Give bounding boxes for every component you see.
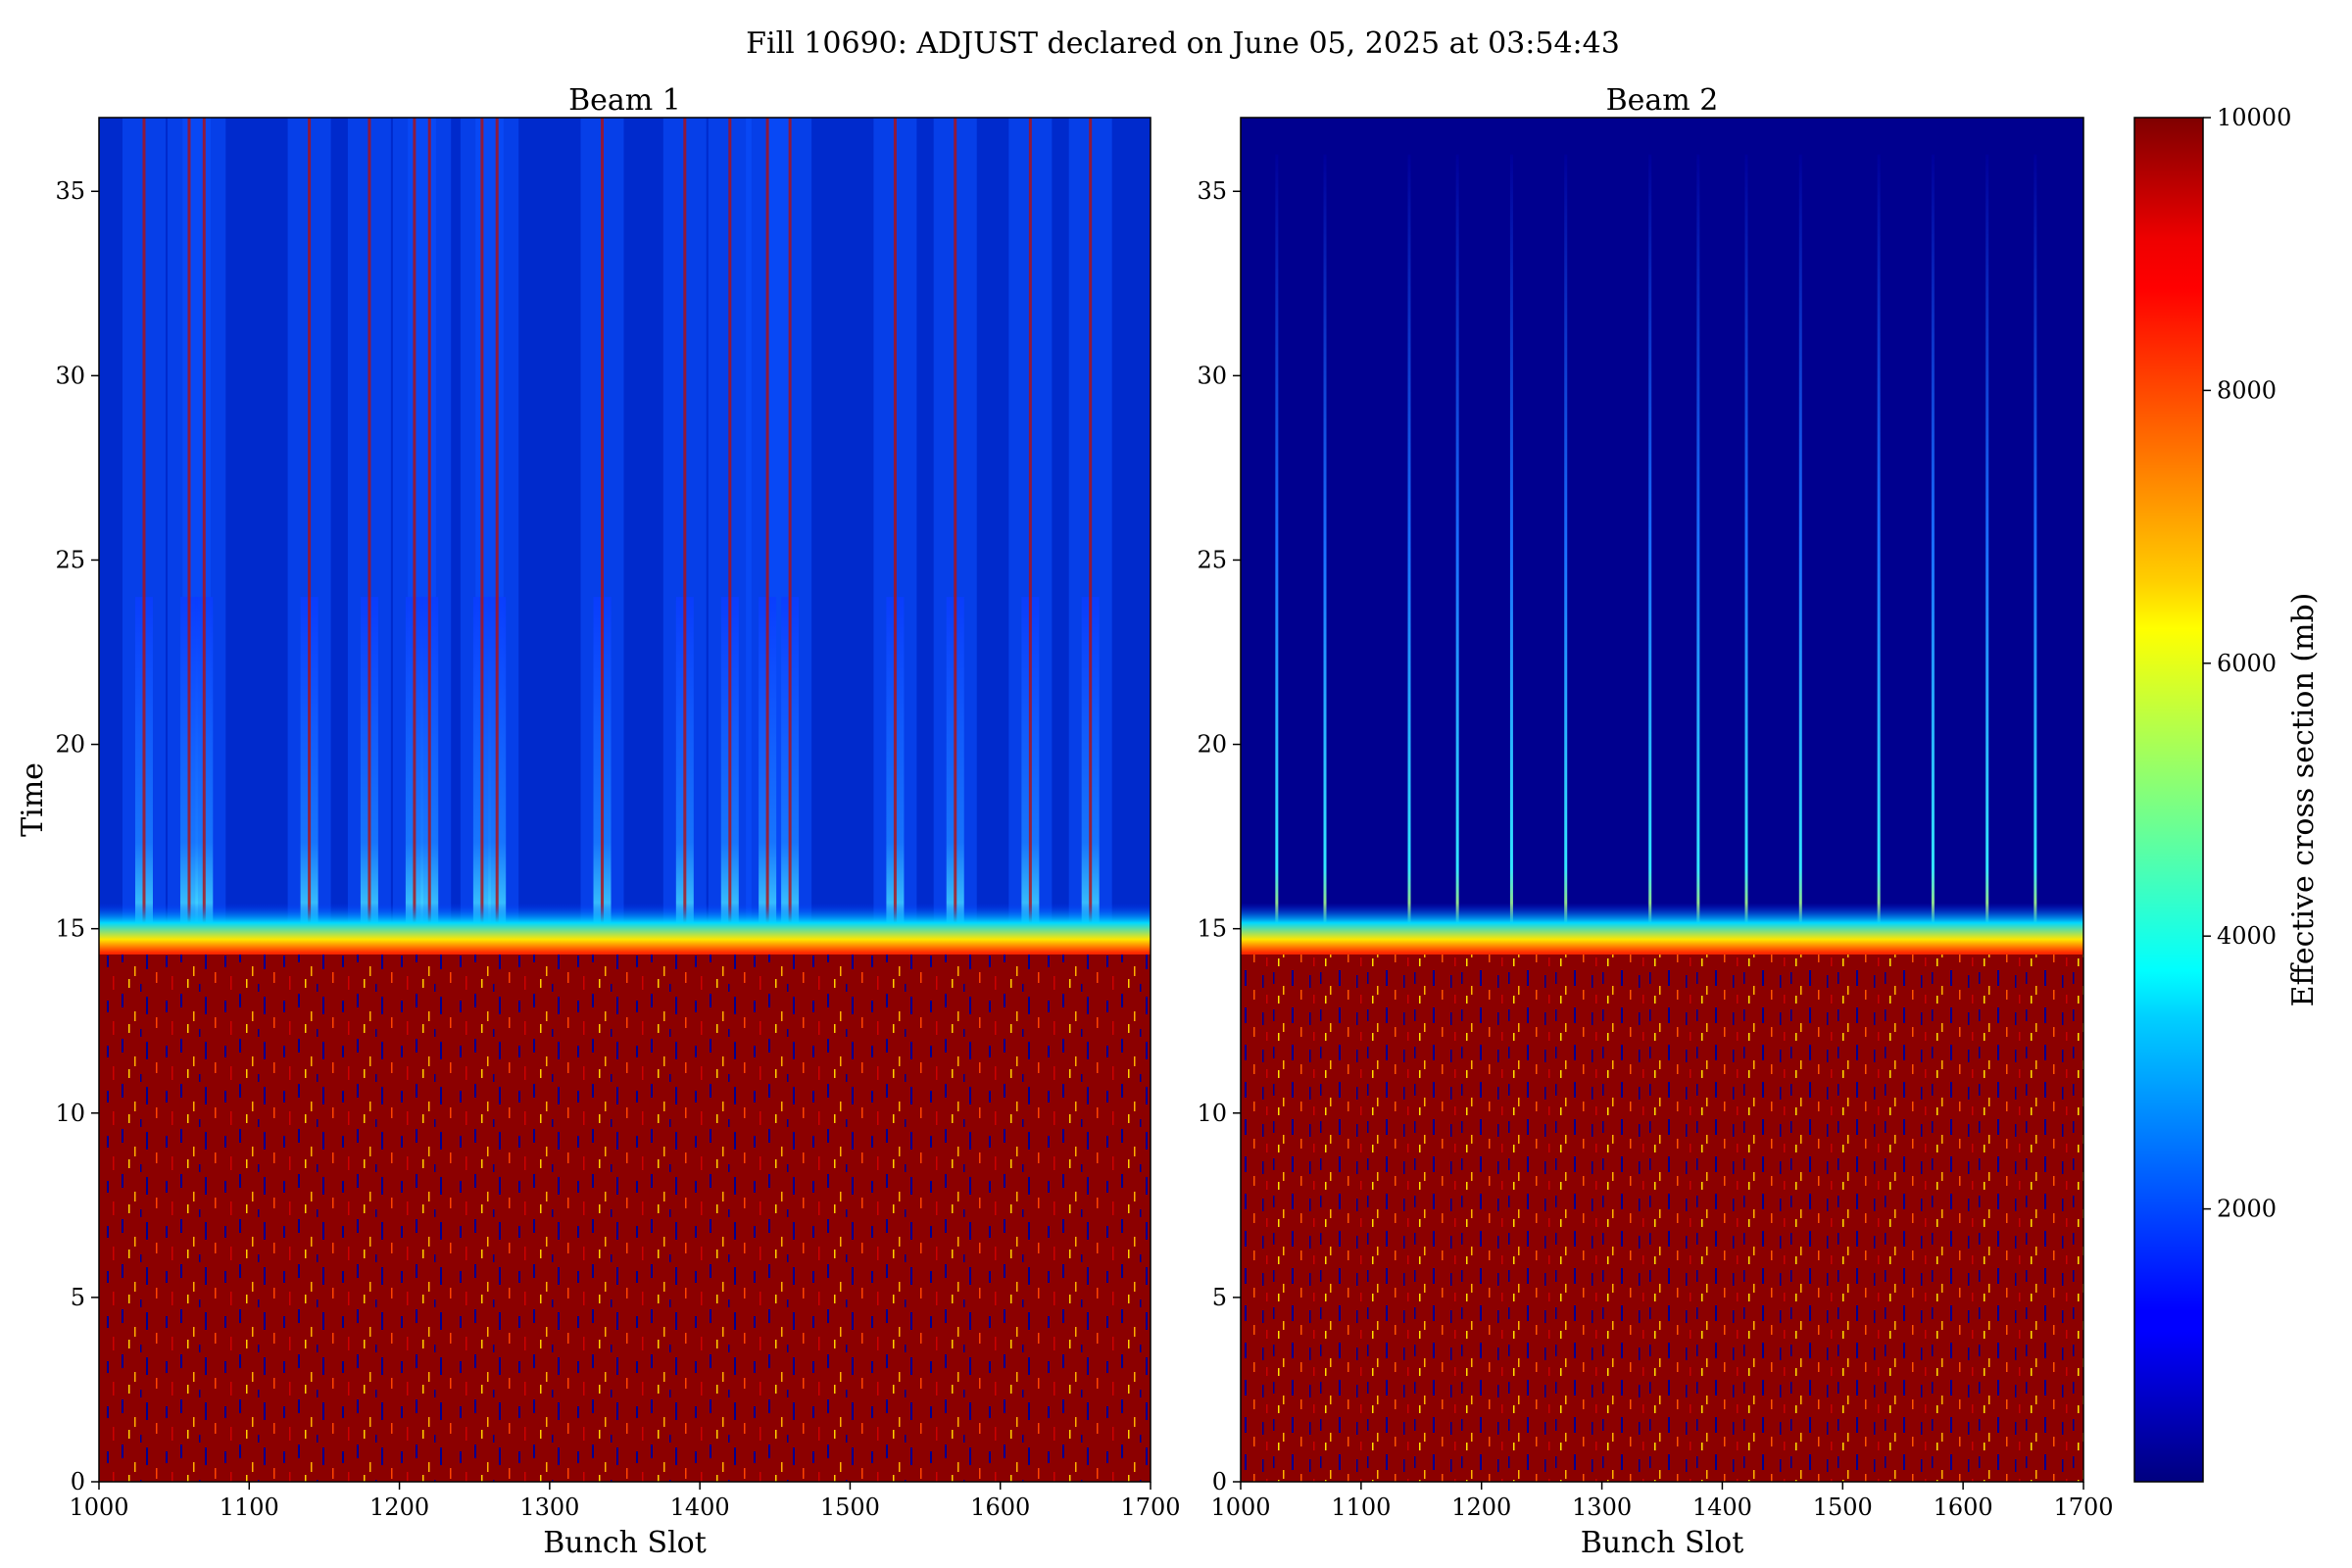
train-edge-line <box>728 118 732 948</box>
x-tick-label: 1600 <box>970 1494 1030 1521</box>
colorbar-tick-label: 4000 <box>2217 922 2277 950</box>
train-edge-line <box>683 118 687 948</box>
train-edge-line <box>413 118 416 948</box>
bright-column <box>1564 154 1568 948</box>
train-edge-line <box>954 118 957 948</box>
x-tick-label: 1100 <box>1331 1494 1391 1521</box>
x-tick-label: 1400 <box>1692 1494 1752 1521</box>
x-tick-label: 1200 <box>1451 1494 1511 1521</box>
x-axis-label: Bunch Slot <box>1581 1526 1744 1560</box>
y-tick-label: 5 <box>71 1284 85 1311</box>
upper-region <box>1241 118 2083 950</box>
x-tick-label: 1300 <box>519 1494 579 1521</box>
bright-column <box>1985 154 1989 948</box>
colorbar: 2000 4000 6000 8000 10000 Effective cross se… <box>2133 104 2321 1483</box>
train-edge-line <box>893 118 897 948</box>
bright-column <box>1696 154 1700 948</box>
y-tick-label: 15 <box>1197 915 1227 943</box>
x-tick-label: 1000 <box>69 1494 128 1521</box>
train-edge-line <box>427 118 431 948</box>
y-tick-label: 20 <box>1197 731 1227 759</box>
y-tick-label: 15 <box>55 915 85 943</box>
y-tick-label: 30 <box>1197 362 1227 389</box>
colorbar-gradient <box>2133 117 2204 1483</box>
bright-column <box>1877 154 1881 948</box>
train-edge-line <box>1089 118 1093 948</box>
y-tick-label: 10 <box>55 1100 85 1127</box>
train-edge-line <box>765 118 769 948</box>
bright-column <box>1744 154 1748 948</box>
bright-column <box>1407 154 1411 948</box>
beam2-heatmap: 1000 1100 1200 1300 1400 1500 1600 1700 0 5 10 15 20… <box>1197 83 2113 1560</box>
train-edge-line <box>368 118 371 948</box>
y-tick-label: 0 <box>1212 1468 1227 1495</box>
train-edge-line <box>1028 118 1032 948</box>
x-tick-label: 1400 <box>670 1494 730 1521</box>
y-tick-label: 20 <box>55 731 85 759</box>
lower-region <box>99 955 1151 1482</box>
x-tick-label: 1700 <box>1120 1494 1180 1521</box>
figure-title: Fill 10690: ADJUST declared on June 05, … <box>746 26 1620 61</box>
train-edge-line <box>202 118 206 948</box>
x-tick-label: 1600 <box>1934 1494 1993 1521</box>
y-tick-label: 0 <box>71 1468 85 1495</box>
train-edge-line <box>142 118 146 948</box>
bright-column <box>1648 154 1652 948</box>
y-tick-label: 10 <box>1197 1100 1227 1127</box>
bright-column <box>1323 154 1327 948</box>
axes-frame <box>1240 117 2084 1483</box>
beam1-heatmap: 1000 1100 1200 1300 1400 1500 1600 1700 0 5 10 15 20… <box>16 83 1181 1560</box>
train-edge-line <box>788 118 792 948</box>
heatmap-area <box>99 118 1151 1482</box>
bright-column <box>1509 154 1513 948</box>
subplot-title: Beam 1 <box>568 83 681 118</box>
train-edge-line <box>601 118 605 948</box>
y-tick-label: 25 <box>55 546 85 573</box>
train-edge-line <box>480 118 484 948</box>
colorbar-tick-label: 8000 <box>2217 376 2277 404</box>
axes-frame <box>98 117 1152 1483</box>
y-tick-label: 25 <box>1197 546 1227 573</box>
x-tick-label: 1200 <box>369 1494 429 1521</box>
x-axis-label: Bunch Slot <box>543 1526 707 1560</box>
colorbar-tick-label: 2000 <box>2217 1196 2277 1223</box>
x-tick-label: 1500 <box>1813 1494 1873 1521</box>
bright-column <box>2034 154 2037 948</box>
colorbar-tick-label: 10000 <box>2217 104 2291 131</box>
bright-column <box>1275 154 1279 948</box>
y-tick-label: 35 <box>1197 177 1227 205</box>
y-axis-label: Time <box>16 762 50 837</box>
bright-column <box>1455 154 1459 948</box>
y-tick-label: 35 <box>55 177 85 205</box>
x-tick-label: 1500 <box>820 1494 880 1521</box>
x-tick-label: 1000 <box>1210 1494 1270 1521</box>
lower-region <box>1241 955 2083 1482</box>
y-tick-label: 30 <box>55 362 85 389</box>
train-edge-line <box>308 118 312 948</box>
bright-column <box>1798 154 1802 948</box>
subplot-title: Beam 2 <box>1606 83 1719 118</box>
x-tick-label: 1100 <box>220 1494 279 1521</box>
train-edge-line <box>495 118 499 948</box>
heatmap-area <box>1241 118 2083 1482</box>
colorbar-label: Effective cross section (mb) <box>2286 593 2321 1007</box>
bright-column <box>1931 154 1935 948</box>
train-edge-line <box>187 118 191 948</box>
colorbar-tick-label: 6000 <box>2217 650 2277 677</box>
x-tick-label: 1300 <box>1572 1494 1632 1521</box>
y-tick-label: 5 <box>1212 1284 1227 1311</box>
x-tick-label: 1700 <box>2053 1494 2113 1521</box>
upper-region <box>99 118 1151 950</box>
